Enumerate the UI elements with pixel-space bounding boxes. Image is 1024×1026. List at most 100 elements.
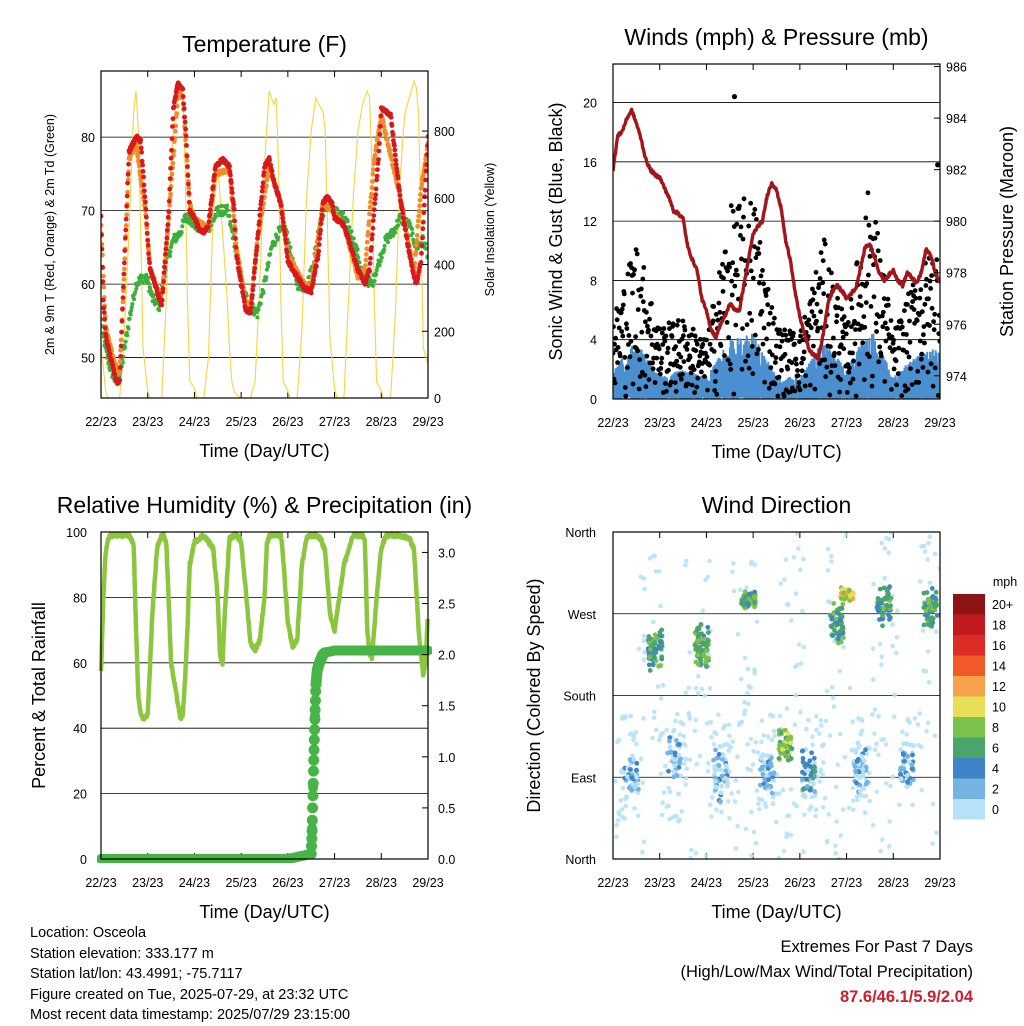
gust-point <box>861 377 867 382</box>
direction-point <box>871 581 876 587</box>
temp-2m-point <box>138 145 144 151</box>
direction-point <box>745 666 751 672</box>
direction-point <box>659 654 665 660</box>
direction-point <box>634 768 639 773</box>
gust-point <box>737 203 742 209</box>
temp-2m-point <box>227 163 232 169</box>
direction-point <box>851 807 856 813</box>
temp-2m-point <box>139 158 145 164</box>
direction-point <box>875 603 881 609</box>
temp-2m-point <box>142 188 147 194</box>
x-axis-label: Time (Day/UTC) <box>199 902 329 922</box>
gust-point <box>721 275 726 281</box>
direction-point <box>756 796 762 802</box>
gust-point <box>715 317 721 323</box>
direction-point <box>788 787 794 792</box>
direction-point <box>782 727 788 733</box>
direction-point <box>911 743 916 749</box>
temp-9m-point <box>417 197 423 203</box>
direction-point <box>695 690 701 696</box>
temp-2m-point <box>228 180 234 186</box>
y2-tick-label: 2.0 <box>438 649 455 663</box>
precip-point <box>308 734 320 746</box>
gust-point <box>835 295 840 301</box>
gust-point <box>713 312 719 317</box>
gust-point <box>866 222 872 228</box>
temp-2m-point <box>400 210 406 216</box>
temp-2m-point <box>118 343 124 349</box>
direction-point <box>620 716 625 721</box>
legend-swatch <box>953 717 985 738</box>
gust-point <box>932 311 938 317</box>
direction-point <box>663 763 668 769</box>
temp-2m-point <box>159 302 165 308</box>
legend-title: mph <box>993 575 1017 589</box>
direction-point <box>713 747 718 753</box>
direction-point <box>805 768 810 774</box>
direction-point <box>613 779 618 784</box>
direction-point <box>839 596 844 601</box>
direction-point <box>666 785 672 791</box>
direction-point <box>676 791 681 797</box>
direction-point <box>707 558 712 564</box>
direction-point <box>863 747 868 753</box>
gust-point <box>705 387 710 393</box>
direction-point <box>714 767 720 773</box>
direction-point <box>727 815 732 821</box>
gust-point <box>673 388 679 394</box>
gust-point <box>852 318 857 324</box>
direction-point <box>811 764 817 770</box>
gust-point <box>936 331 940 336</box>
temp-2m-point <box>254 244 260 250</box>
gust-point <box>791 330 796 336</box>
direction-point <box>716 712 721 718</box>
sonic-wind-line <box>613 333 940 399</box>
direction-point <box>934 613 940 618</box>
direction-point <box>811 761 817 766</box>
direction-point <box>700 608 705 613</box>
gust-point <box>935 162 940 168</box>
temp-2m-point <box>283 240 289 246</box>
dewpoint-point <box>396 218 401 222</box>
direction-point <box>794 532 800 536</box>
direction-point <box>833 851 838 856</box>
direction-point <box>802 794 808 799</box>
temp-9m-point <box>415 224 421 229</box>
gust-point <box>918 287 924 293</box>
gust-point <box>839 306 845 312</box>
direction-point <box>760 771 766 777</box>
direction-point <box>788 832 794 838</box>
gust-point <box>697 353 703 359</box>
temp-2m-point <box>207 212 213 218</box>
dewpoint-point <box>227 214 232 218</box>
direction-point <box>926 680 932 685</box>
temp-2m-point <box>233 244 239 250</box>
x-tick-label: 23/23 <box>132 876 163 890</box>
gust-point <box>743 358 748 364</box>
humidity-precip-panel: Relative Humidity (%) & Precipitation (i… <box>29 492 472 922</box>
gust-point <box>755 246 761 252</box>
gust-point <box>807 382 813 388</box>
gust-point <box>647 316 652 322</box>
direction-point <box>766 777 771 782</box>
temp-9m-point <box>101 242 105 247</box>
gust-point <box>922 340 927 346</box>
direction-point <box>930 841 935 846</box>
gust-point <box>720 261 725 267</box>
temp-2m-point <box>186 190 192 196</box>
direction-point <box>695 652 701 658</box>
temp-2m-point <box>183 133 189 139</box>
gust-point <box>797 387 803 393</box>
gust-point <box>754 351 760 357</box>
gust-point <box>712 379 718 384</box>
direction-point <box>801 556 806 562</box>
gust-point <box>916 380 922 385</box>
direction-point <box>742 655 748 661</box>
temp-2m-point <box>166 209 172 214</box>
direction-point <box>777 742 782 748</box>
gust-point <box>613 341 617 347</box>
direction-point <box>752 600 758 606</box>
direction-point <box>898 747 904 752</box>
gust-point <box>623 393 629 399</box>
gust-point <box>725 268 730 274</box>
